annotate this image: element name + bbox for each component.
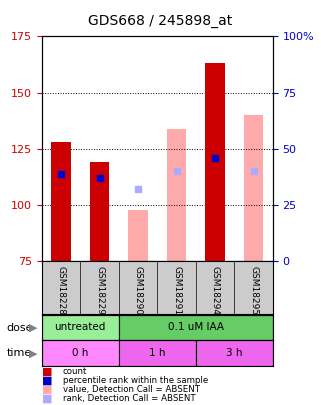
Text: rank, Detection Call = ABSENT: rank, Detection Call = ABSENT	[63, 394, 195, 403]
Bar	[196, 340, 273, 366]
Text: GSM18228: GSM18228	[56, 266, 65, 315]
Bar	[167, 129, 186, 261]
Text: GSM18294: GSM18294	[211, 266, 220, 315]
Text: GSM18291: GSM18291	[172, 266, 181, 315]
Text: GDS668 / 245898_at: GDS668 / 245898_at	[88, 14, 233, 28]
Bar	[119, 315, 273, 340]
Bar	[128, 209, 148, 261]
Bar	[205, 64, 225, 261]
Text: untreated: untreated	[55, 322, 106, 333]
Text: time: time	[6, 348, 32, 358]
Text: ▶: ▶	[30, 323, 38, 333]
Text: dose: dose	[6, 323, 33, 333]
Text: GSM18229: GSM18229	[95, 266, 104, 315]
Text: ■: ■	[42, 394, 52, 403]
Text: ■: ■	[42, 376, 52, 386]
Text: ■: ■	[42, 367, 52, 377]
Bar	[244, 115, 263, 261]
Bar	[42, 315, 119, 340]
Bar	[42, 340, 119, 366]
Text: GSM18295: GSM18295	[249, 266, 258, 315]
Text: 1 h: 1 h	[149, 348, 166, 358]
Text: count: count	[63, 367, 87, 376]
Text: 0.1 uM IAA: 0.1 uM IAA	[168, 322, 224, 333]
Text: 3 h: 3 h	[226, 348, 243, 358]
Text: ▶: ▶	[30, 348, 38, 358]
Bar	[51, 142, 71, 261]
Text: GSM18290: GSM18290	[134, 266, 143, 315]
Bar	[119, 340, 196, 366]
Text: value, Detection Call = ABSENT: value, Detection Call = ABSENT	[63, 385, 200, 394]
Text: ■: ■	[42, 385, 52, 394]
Text: 0 h: 0 h	[72, 348, 89, 358]
Bar	[90, 162, 109, 261]
Text: percentile rank within the sample: percentile rank within the sample	[63, 376, 208, 385]
